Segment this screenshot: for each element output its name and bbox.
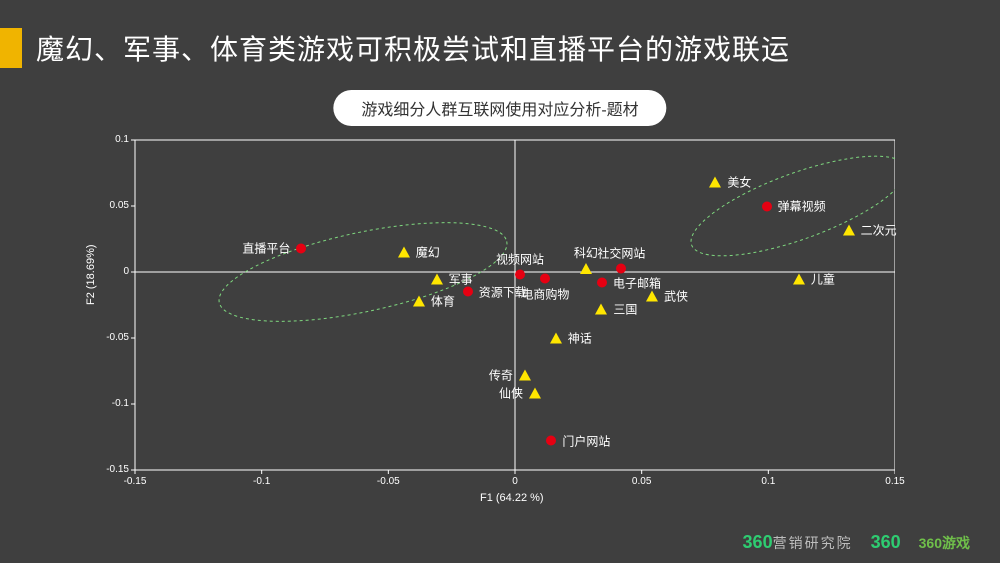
point-label: 魔幻 [416,244,440,261]
data-point: 三国 [595,300,637,317]
x-axis-label: F1 (64.22 %) [480,492,544,504]
triangle-marker [793,273,805,284]
point-label: 直播平台 [242,240,290,257]
title-bar: 魔幻、军事、体育类游戏可积极尝试和直播平台的游戏联运 [0,28,790,68]
data-point: 二次元 [843,221,897,238]
dot-marker [762,201,772,211]
dot-marker [540,273,550,283]
slide: 魔幻、军事、体育类游戏可积极尝试和直播平台的游戏联运 游戏细分人群互联网使用对应… [0,0,1000,563]
triangle-marker [595,303,607,314]
data-point: 弹幕视频 [762,198,826,215]
data-point: 神话 [550,330,592,347]
point-label: 仙侠 [499,385,523,402]
slide-title: 魔幻、军事、体育类游戏可积极尝试和直播平台的游戏联运 [36,28,790,68]
point-label: 神话 [568,330,592,347]
point-label: 二次元 [861,221,897,238]
scatter-chart: -0.15-0.1-0.0500.050.10.15-0.15-0.1-0.05… [95,130,895,510]
point-label: 电商购物 [521,285,569,302]
dot-marker [546,436,556,446]
dot-marker [597,278,607,288]
point-label: 美女 [727,174,751,191]
footer-brand-1: 360营销研究院 [743,532,853,553]
triangle-marker [398,247,410,258]
point-label: 门户网站 [562,432,610,449]
subtitle-pill: 游戏细分人群互联网使用对应分析-题材 [333,90,666,126]
triangle-marker [431,273,443,284]
dot-marker [616,263,626,273]
dot-marker [296,243,306,253]
data-point: 体育 [413,293,455,310]
footer-brand-2: 360 [871,532,901,553]
data-point: 传奇 [489,366,531,383]
data-point: 美女 [709,174,751,191]
data-point: 儿童 [793,270,835,287]
point-label: 三国 [613,300,637,317]
point-label: 传奇 [489,366,513,383]
data-point: 武侠 [646,287,688,304]
footer: 360营销研究院 360 360游戏 [743,532,970,553]
triangle-marker [413,296,425,307]
point-label: 科幻 [574,244,598,261]
point-label: 资源下载 [479,283,527,300]
point-label: 视频网站 [496,251,544,268]
data-point: 电商购物 [521,273,569,302]
triangle-marker [843,224,855,235]
data-point: 科幻 [574,244,598,274]
point-label: 体育 [431,293,455,310]
footer-brand-3: 360游戏 [919,533,970,553]
point-label: 弹幕视频 [778,198,826,215]
triangle-marker [709,177,721,188]
triangle-marker [529,388,541,399]
title-accent [0,28,22,68]
triangle-marker [646,290,658,301]
triangle-marker [580,263,592,274]
y-axis-label: F2 (18.69%) [85,244,97,305]
data-point: 资源下载 [463,283,527,300]
triangle-marker [519,369,531,380]
triangle-marker [550,333,562,344]
point-label: 社交网站 [597,244,645,261]
data-point: 仙侠 [499,385,541,402]
dot-marker [463,287,473,297]
point-label: 儿童 [811,270,835,287]
point-label: 武侠 [664,287,688,304]
data-point: 门户网站 [546,432,610,449]
data-point: 魔幻 [398,244,440,261]
data-point: 直播平台 [242,240,306,257]
data-point: 社交网站 [597,244,645,273]
